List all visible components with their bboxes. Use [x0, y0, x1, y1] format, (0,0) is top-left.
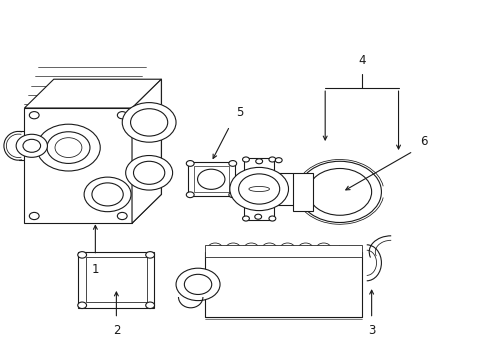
- Circle shape: [47, 132, 90, 163]
- Circle shape: [307, 168, 371, 215]
- Circle shape: [16, 134, 47, 157]
- Circle shape: [298, 161, 381, 222]
- Circle shape: [268, 216, 275, 221]
- Text: 2: 2: [112, 324, 120, 337]
- Text: 3: 3: [367, 324, 375, 337]
- Circle shape: [84, 177, 131, 212]
- Bar: [85, 257, 146, 302]
- Text: 1: 1: [91, 263, 99, 276]
- Circle shape: [29, 112, 39, 119]
- Bar: [188, 162, 234, 196]
- Circle shape: [133, 161, 164, 184]
- Circle shape: [130, 109, 167, 136]
- Text: 4: 4: [357, 54, 365, 67]
- Circle shape: [122, 103, 176, 142]
- Circle shape: [145, 302, 154, 309]
- Circle shape: [92, 183, 123, 206]
- Text: 5: 5: [235, 106, 243, 119]
- Circle shape: [228, 192, 236, 198]
- Polygon shape: [24, 79, 161, 108]
- Circle shape: [228, 161, 236, 166]
- Circle shape: [275, 158, 282, 163]
- Circle shape: [37, 124, 100, 171]
- Bar: [293, 173, 312, 211]
- Circle shape: [242, 216, 249, 221]
- Circle shape: [78, 302, 86, 309]
- Polygon shape: [244, 158, 273, 220]
- Circle shape: [184, 274, 211, 294]
- Circle shape: [78, 252, 86, 258]
- Polygon shape: [24, 108, 132, 223]
- Circle shape: [145, 252, 154, 258]
- Polygon shape: [132, 79, 161, 223]
- Circle shape: [176, 268, 220, 301]
- Circle shape: [197, 169, 224, 189]
- Circle shape: [229, 167, 288, 211]
- Bar: [194, 166, 228, 192]
- Circle shape: [268, 157, 275, 162]
- Circle shape: [29, 212, 39, 220]
- Polygon shape: [205, 252, 361, 317]
- Circle shape: [186, 192, 194, 198]
- Bar: [205, 245, 361, 257]
- Circle shape: [238, 174, 279, 204]
- Circle shape: [23, 139, 41, 152]
- Circle shape: [186, 161, 194, 166]
- Circle shape: [117, 212, 127, 220]
- Circle shape: [255, 159, 262, 164]
- Circle shape: [125, 156, 172, 190]
- Text: 6: 6: [420, 135, 427, 148]
- Circle shape: [254, 214, 261, 219]
- Circle shape: [242, 157, 249, 162]
- Circle shape: [117, 112, 127, 119]
- Bar: [78, 252, 154, 308]
